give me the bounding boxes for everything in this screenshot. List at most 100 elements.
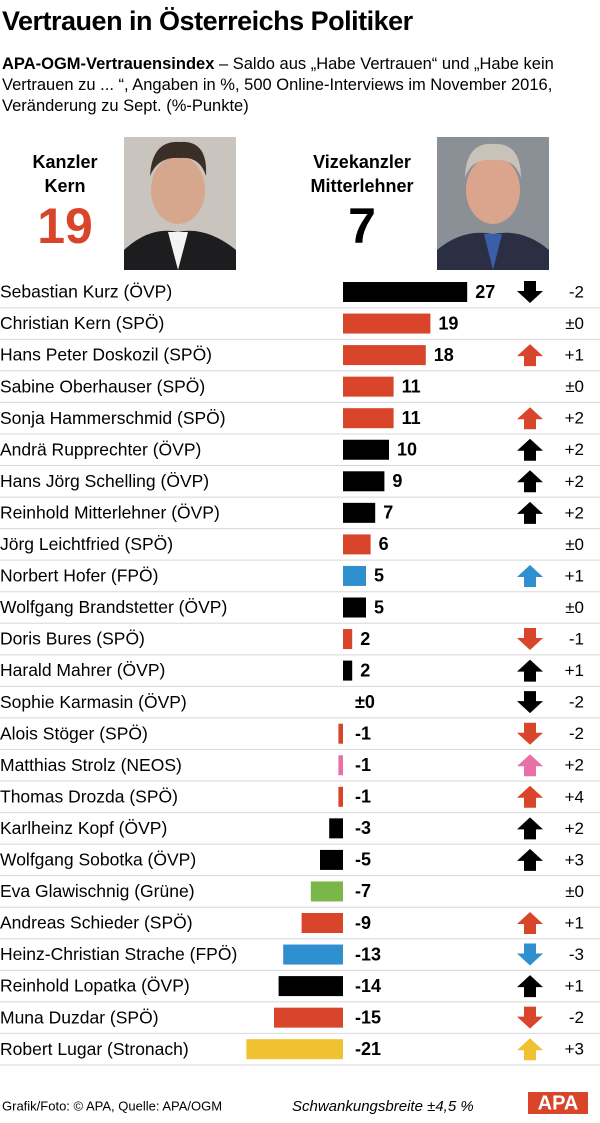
change-label: -2	[569, 1008, 584, 1027]
change-label: +1	[565, 913, 584, 932]
value-label: -13	[355, 944, 381, 964]
bar	[274, 1007, 343, 1028]
shirt	[168, 232, 188, 270]
bar	[329, 818, 343, 839]
source: Grafik/Foto: © APA, Quelle: APA/OGM	[2, 1098, 222, 1113]
category-label: Sonja Hammerschmid (SPÖ)	[0, 408, 226, 428]
featured-title: Vizekanzler	[313, 152, 411, 172]
value-label: -1	[355, 787, 371, 807]
change-arrow	[517, 785, 543, 808]
change-arrow	[517, 438, 543, 461]
change-arrow	[517, 628, 543, 651]
value-label: -5	[355, 850, 371, 870]
logo-bg	[528, 1092, 588, 1114]
category-label: Reinhold Mitterlehner (ÖVP)	[0, 502, 220, 522]
category-label: Alois Stöger (SPÖ)	[0, 723, 148, 743]
change-label: ±0	[565, 314, 584, 333]
value-label: 7	[383, 503, 393, 523]
bar	[343, 471, 385, 492]
value-label: 5	[374, 566, 384, 586]
category-label: Wolfgang Sobotka (ÖVP)	[0, 850, 196, 870]
change-arrow	[517, 281, 543, 303]
category-label: Heinz-Christian Strache (FPÖ)	[0, 944, 237, 964]
bar	[343, 534, 371, 555]
change-arrow	[517, 691, 543, 714]
bar	[343, 502, 376, 523]
value-label: -3	[355, 818, 371, 838]
value-label: 10	[397, 440, 417, 460]
category-label: Andreas Schieder (SPÖ)	[0, 913, 193, 933]
bar	[343, 282, 468, 302]
category-label: Robert Lugar (Stronach)	[0, 1039, 189, 1059]
change-arrow	[517, 1038, 543, 1061]
change-label: +1	[565, 977, 584, 996]
value-label: 11	[402, 376, 421, 396]
value-label: 2	[360, 660, 370, 680]
bar	[278, 976, 343, 997]
bar	[338, 723, 343, 744]
category-label: Thomas Drozda (SPÖ)	[0, 786, 178, 806]
change-label: +2	[565, 819, 584, 838]
change-arrow	[517, 1006, 543, 1029]
change-label: +2	[565, 756, 584, 775]
value-label: -7	[355, 881, 371, 901]
tie	[484, 234, 502, 270]
value-label: -9	[355, 913, 371, 933]
bar	[343, 629, 353, 650]
change-label: -2	[569, 724, 584, 743]
value-label: -21	[355, 1039, 381, 1059]
change-label: -1	[569, 630, 584, 649]
value-label: 2	[360, 629, 370, 649]
value-label: 27	[475, 282, 495, 302]
change-label: +1	[565, 346, 584, 365]
featured-name: Mitterlehner	[310, 176, 413, 196]
bar	[283, 944, 343, 965]
bar	[343, 376, 394, 397]
bar	[310, 881, 343, 902]
value-label: 6	[379, 534, 389, 554]
change-label: +2	[565, 503, 584, 522]
value-label: ±0	[355, 692, 375, 712]
featured-value: 19	[37, 198, 93, 254]
category-label: Karlheinz Kopf (ÖVP)	[0, 818, 167, 838]
category-label: Christian Kern (SPÖ)	[0, 313, 164, 333]
value-label: 19	[438, 313, 458, 333]
category-label: Sebastian Kurz (ÖVP)	[0, 282, 172, 302]
category-label: Hans Peter Doskozil (SPÖ)	[0, 345, 212, 365]
photo	[437, 137, 549, 270]
value-label: -1	[355, 723, 371, 743]
category-label: Sophie Karmasin (ÖVP)	[0, 692, 187, 712]
change-label: +2	[565, 409, 584, 428]
value-label: 9	[392, 471, 402, 491]
change-arrow	[517, 722, 543, 745]
bar	[343, 597, 366, 618]
change-label: +4	[565, 787, 584, 806]
category-label: Wolfgang Brandstetter (ÖVP)	[0, 597, 227, 617]
bar	[343, 313, 431, 334]
bar	[343, 408, 394, 429]
value-label: 18	[434, 345, 454, 365]
change-label: ±0	[565, 377, 584, 396]
photo	[124, 137, 236, 270]
change-arrow	[517, 501, 543, 524]
category-label: Sabine Oberhauser (SPÖ)	[0, 376, 205, 396]
category-label: Reinhold Lopatka (ÖVP)	[0, 976, 190, 996]
change-label: -3	[569, 945, 584, 964]
value-label: 11	[402, 408, 421, 428]
face	[466, 156, 520, 224]
change-label: ±0	[565, 535, 584, 554]
bar	[343, 565, 366, 586]
change-label: +1	[565, 566, 584, 585]
category-label: Jörg Leichtfried (SPÖ)	[0, 534, 173, 554]
change-arrow	[517, 407, 543, 430]
value-label: -15	[355, 1007, 381, 1027]
bar	[338, 755, 343, 776]
bar	[343, 439, 389, 460]
change-arrow	[517, 943, 543, 966]
bar	[338, 786, 343, 807]
value-label: 5	[374, 597, 384, 617]
change-arrow	[517, 344, 543, 367]
change-arrow	[517, 659, 543, 682]
category-label: Andrä Rupprechter (ÖVP)	[0, 439, 201, 459]
